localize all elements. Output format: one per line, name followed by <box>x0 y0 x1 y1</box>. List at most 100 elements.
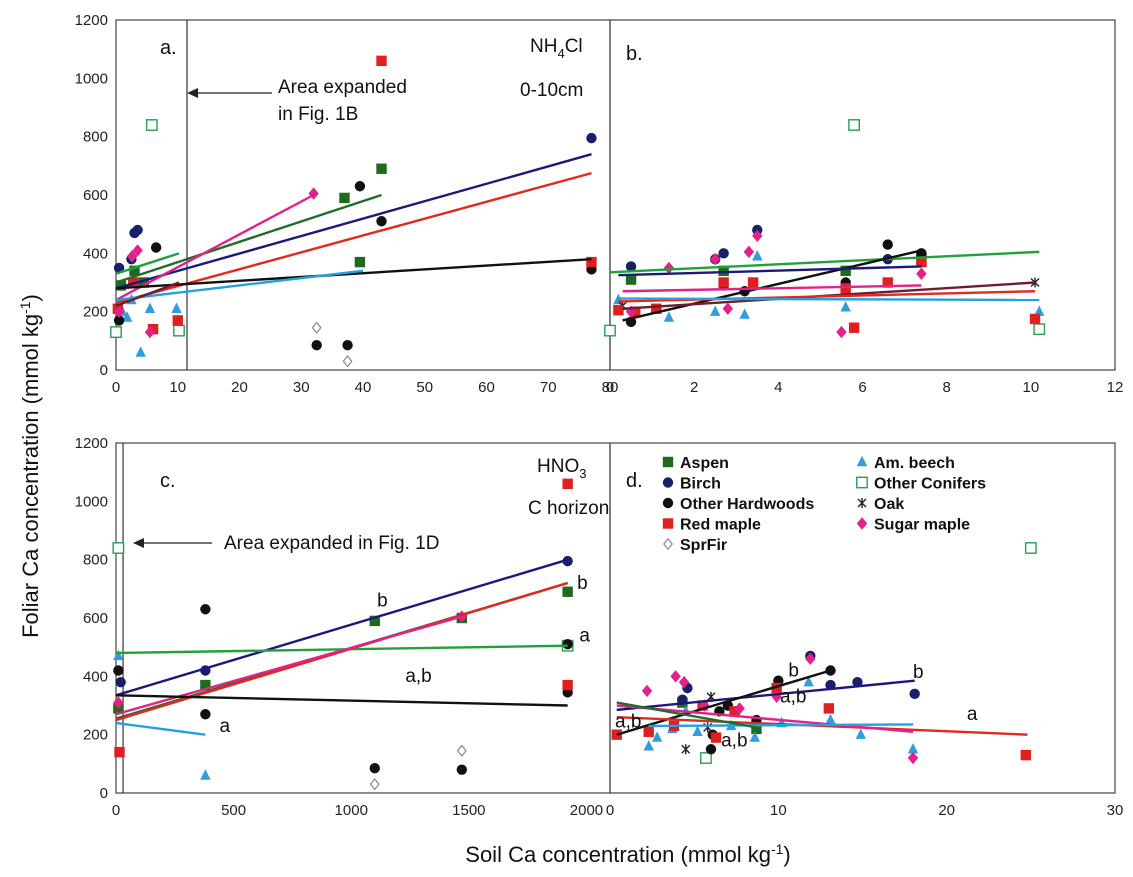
panel-a-point-other-hardwoods <box>376 216 387 227</box>
legend-label-red-maple: Red maple <box>680 517 761 534</box>
panel-d-point-am-beech <box>855 728 867 739</box>
legend-marker-am-beech <box>856 455 868 467</box>
panel-b-point-sugar-maple <box>916 267 927 280</box>
panel-a-y-tick-label: 1000 <box>75 70 108 87</box>
panel-d-point-oak <box>681 744 691 755</box>
panel-a-fit-other-conifers <box>115 252 180 275</box>
panel-a-point-birch <box>132 224 143 236</box>
panel-a-point-red-maple <box>376 55 387 67</box>
panel-a-y-tick-label: 600 <box>83 187 108 204</box>
panel-c-arrow-text: Area expanded in Fig. 1D <box>224 533 439 554</box>
panel-a-point-birch <box>586 132 597 144</box>
panel-a-label: a. <box>160 37 177 59</box>
panel-a-x-tick-label: 60 <box>478 379 495 396</box>
panel-b-point-red-maple <box>651 303 662 314</box>
panel-a-arrowhead <box>187 88 198 98</box>
panel-b-x-tick-label: 2 <box>690 379 698 396</box>
panel-a-reagent: NH4Cl <box>530 36 583 61</box>
panel-a-point-aspen <box>115 280 127 291</box>
legend-label-other-hardwoods: Other Hardwoods <box>680 496 814 513</box>
panel-d: 0 10 20 30 b b a a,b a,b a,b d. Aspen Am. beech Bir… <box>606 442 1124 819</box>
panel-b-point-red-maple <box>613 305 624 316</box>
panel-a-fit-red-maple <box>115 171 592 305</box>
panel-d-point-red-maple <box>710 732 722 743</box>
panel-d-point-sugar-maple <box>678 675 690 689</box>
panel-a-fit-am-beech <box>115 269 364 302</box>
panel-d-point-red-maple <box>643 726 654 737</box>
panel-c-sig-label: a,b <box>405 666 431 687</box>
panel-d-point-red-maple <box>823 703 835 714</box>
panel-d-point-other-conifers <box>1024 542 1037 554</box>
panel-d-sig-label: a,b <box>721 730 747 751</box>
panel-b-point-aspen <box>718 265 729 277</box>
panel-a-point-sugar-maple <box>113 305 125 318</box>
panel-d-point-red-maple <box>1020 749 1031 761</box>
panel-a-point-sugar-maple <box>126 250 138 263</box>
panel-b-point-red-maple <box>916 256 927 268</box>
panel-b-point-sugar-maple <box>836 325 847 339</box>
panel-a-point-aspen <box>354 256 366 268</box>
panel-b-point-am-beech <box>1034 305 1045 316</box>
panel-c-y-tick-label: 600 <box>83 610 108 627</box>
panel-a-fit-oak <box>115 281 180 307</box>
legend-marker-sugar-maple <box>856 517 868 530</box>
panel-b-point-am-beech <box>840 301 851 312</box>
legend-marker-oak <box>857 498 867 508</box>
panel-c-frame <box>115 442 611 794</box>
panel-c-sig-label: a <box>579 625 590 646</box>
panel-d-fit-sugar-maple <box>616 704 914 733</box>
panel-c-point-other-hardwoods <box>456 764 467 775</box>
panel-c-point-birch <box>115 676 126 688</box>
panel-a-point-aspen <box>138 277 149 288</box>
panel-c-point-sugar-maple <box>113 696 124 709</box>
panel-a-fit-sugar-maple <box>115 193 315 302</box>
panel-d-point-sugar-maple <box>734 702 745 715</box>
panel-a-point-sprfir <box>342 355 353 368</box>
panel-b-frame <box>609 19 1116 371</box>
panel-c-point-am-beech <box>200 769 211 780</box>
legend-marker-other-hardwoods <box>662 497 674 509</box>
panel-b-fit-sugar-maple <box>622 284 922 293</box>
panel-c-point-aspen <box>200 679 211 691</box>
panel-d-point-other-hardwoods <box>705 744 717 755</box>
panel-a-frame <box>115 19 611 371</box>
legend-label-oak: Oak <box>874 496 904 513</box>
x-axis-title: Soil Ca concentration (mmol kg-1) <box>465 841 790 867</box>
panel-a-fit-other-hardwoods <box>115 257 592 290</box>
panel-c-fit-birch <box>115 558 569 697</box>
panel-c-y-tick-label: 400 <box>83 668 108 685</box>
panel-d-x-tick-label: 0 <box>606 802 614 819</box>
panel-c-point-aspen <box>369 615 380 627</box>
panel-d-sig-label: b <box>913 662 924 683</box>
panel-a-x-tick-label: 80 <box>602 379 619 396</box>
panel-d-x-tick-label: 30 <box>1107 802 1124 819</box>
legend-label-other-conifers: Other Conifers <box>874 476 986 493</box>
panel-c-depth: C horizon <box>528 498 609 519</box>
panel-b-label: b. <box>626 43 643 65</box>
panel-b-point-red-maple <box>718 277 729 288</box>
panel-b-point-red-maple <box>1029 313 1041 325</box>
panel-a-point-other-hardwoods <box>342 340 353 351</box>
legend-label-aspen: Aspen <box>680 455 729 472</box>
panel-b-point-red-maple <box>840 283 851 294</box>
legend-marker-aspen <box>662 456 674 468</box>
panel-c-fit-sugar-maple <box>115 615 463 716</box>
panel-a-x-tick-label: 10 <box>169 379 186 396</box>
panel-b-point-other-conifers <box>848 119 860 131</box>
panel-a-y-tick-label: 800 <box>83 129 108 146</box>
legend-label-sugar-maple: Sugar maple <box>874 517 970 534</box>
panel-c-point-other-hardwoods <box>113 665 124 676</box>
panel-a-point-red-maple <box>147 323 159 335</box>
panel-b-fit-am-beech <box>618 297 1040 302</box>
panel-d-fit-birch <box>616 679 915 712</box>
panel-a-y-tick-label: 400 <box>83 245 108 262</box>
panel-a-fit-aspen <box>115 193 382 284</box>
panel-c-x-tick-label: 2000 <box>570 802 603 819</box>
panel-a-y-tick-label: 200 <box>83 304 108 321</box>
panel-b-point-red-maple <box>747 277 759 288</box>
panel-d-point-sugar-maple <box>699 699 710 712</box>
legend-marker-other-conifers <box>856 476 868 489</box>
panel-c-point-other-hardwoods <box>369 763 380 774</box>
panel-c-point-aspen <box>562 586 573 597</box>
panel-d-sig-label: a <box>967 704 978 725</box>
